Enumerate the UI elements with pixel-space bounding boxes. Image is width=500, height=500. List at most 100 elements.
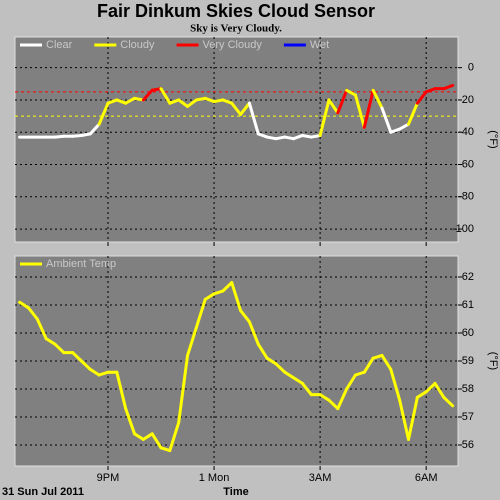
line-segment [247, 101, 260, 136]
chart-title: Fair Dinkum Skies Cloud Sensor [97, 1, 375, 21]
y-tick-label: -40 [458, 126, 474, 138]
line-segment [362, 356, 375, 374]
y-tick-label: -80 [458, 191, 474, 203]
legend-label: Ambient Temp [46, 258, 116, 270]
line-segment [389, 367, 402, 402]
line-segment [265, 356, 278, 366]
line-segment [256, 342, 269, 360]
y-tick-label: -20 [458, 94, 474, 106]
line-segment [221, 281, 234, 293]
y-tick-label: -60 [458, 158, 474, 170]
line-segment [186, 325, 198, 357]
x-tick-label: 3AM [309, 472, 332, 484]
line-segment [97, 101, 110, 126]
x-tick-label: 6AM [415, 472, 438, 484]
line-segment [133, 432, 145, 441]
line-segment [318, 393, 331, 402]
line-segment [292, 133, 304, 141]
x-tick-label: 9PM [97, 472, 120, 484]
line-segment [256, 132, 269, 139]
legend-label: Wet [310, 39, 329, 51]
line-segment [380, 353, 393, 371]
line-segment [177, 98, 190, 108]
line-segment [53, 342, 66, 355]
y-tick-label: 59 [462, 355, 474, 367]
line-segment [327, 398, 340, 411]
line-segment [230, 281, 243, 313]
line-segment [88, 367, 101, 377]
line-segment [353, 370, 366, 377]
line-segment [150, 432, 163, 450]
line-segment [327, 98, 340, 115]
plot-area [14, 36, 459, 243]
line-segment [407, 395, 419, 441]
line-segment [186, 98, 198, 108]
line-segment [415, 90, 428, 105]
line-segment [115, 370, 128, 411]
y-tick-label: 58 [462, 383, 474, 395]
line-segment [292, 376, 304, 385]
line-segment [424, 381, 437, 394]
line-segment [407, 101, 419, 126]
line-segment [353, 93, 366, 129]
line-segment [336, 88, 349, 115]
line-segment [424, 87, 437, 94]
line-segment [230, 101, 243, 116]
line-segment [239, 309, 251, 324]
line-segment [318, 98, 331, 137]
line-segment [442, 83, 455, 91]
date-label: 31 Sun Jul 2011 [2, 486, 84, 498]
line-segment [88, 122, 101, 136]
line-segment [389, 127, 402, 134]
line-segment [336, 387, 349, 411]
line-segment [194, 297, 207, 329]
line-segment [71, 351, 83, 363]
line-segment [203, 292, 216, 301]
line-segment [97, 370, 110, 377]
line-segment [203, 96, 216, 104]
legend-label: Cloudy [120, 39, 155, 51]
line-segment [18, 300, 30, 310]
line-segment [442, 395, 455, 408]
line-segment [283, 370, 296, 380]
y-axis-label: (°F) [487, 130, 499, 148]
x-tick-label: 1 Mon [199, 472, 230, 484]
y-tick-label: -100 [452, 223, 474, 235]
y-tick-label: 0 [468, 62, 474, 74]
line-segment [415, 390, 428, 399]
line-segment [345, 373, 357, 391]
line-segment [398, 398, 411, 441]
line-segment [168, 421, 181, 453]
line-segment [44, 337, 57, 346]
line-segment [159, 87, 172, 105]
line-segment [398, 122, 411, 131]
line-segment [141, 88, 154, 102]
chart-subtitle: Sky is Very Cloudy. [190, 23, 282, 35]
line-segment [26, 306, 39, 321]
line-segment [106, 98, 119, 105]
line-segment [300, 381, 313, 397]
line-segment [362, 88, 375, 129]
y-tick-label: 62 [462, 271, 474, 283]
line-segment [115, 98, 128, 105]
line-segment [159, 446, 172, 453]
y-tick-label: 57 [462, 411, 474, 423]
line-segment [371, 353, 384, 360]
y-axis-label: (°F) [487, 352, 499, 370]
line-segment [380, 106, 393, 134]
line-segment [168, 98, 181, 105]
line-segment [124, 96, 137, 105]
line-segment [247, 320, 260, 346]
legend-label: Clear [46, 39, 73, 51]
line-segment [221, 98, 234, 105]
y-tick-label: 60 [462, 327, 474, 339]
line-segment [124, 407, 137, 436]
x-axis-label: Time [223, 486, 248, 498]
line-segment [433, 381, 446, 399]
line-segment [345, 88, 357, 97]
line-segment [239, 101, 251, 116]
line-segment [141, 432, 154, 441]
line-segment [371, 88, 384, 110]
line-segment [35, 317, 48, 341]
